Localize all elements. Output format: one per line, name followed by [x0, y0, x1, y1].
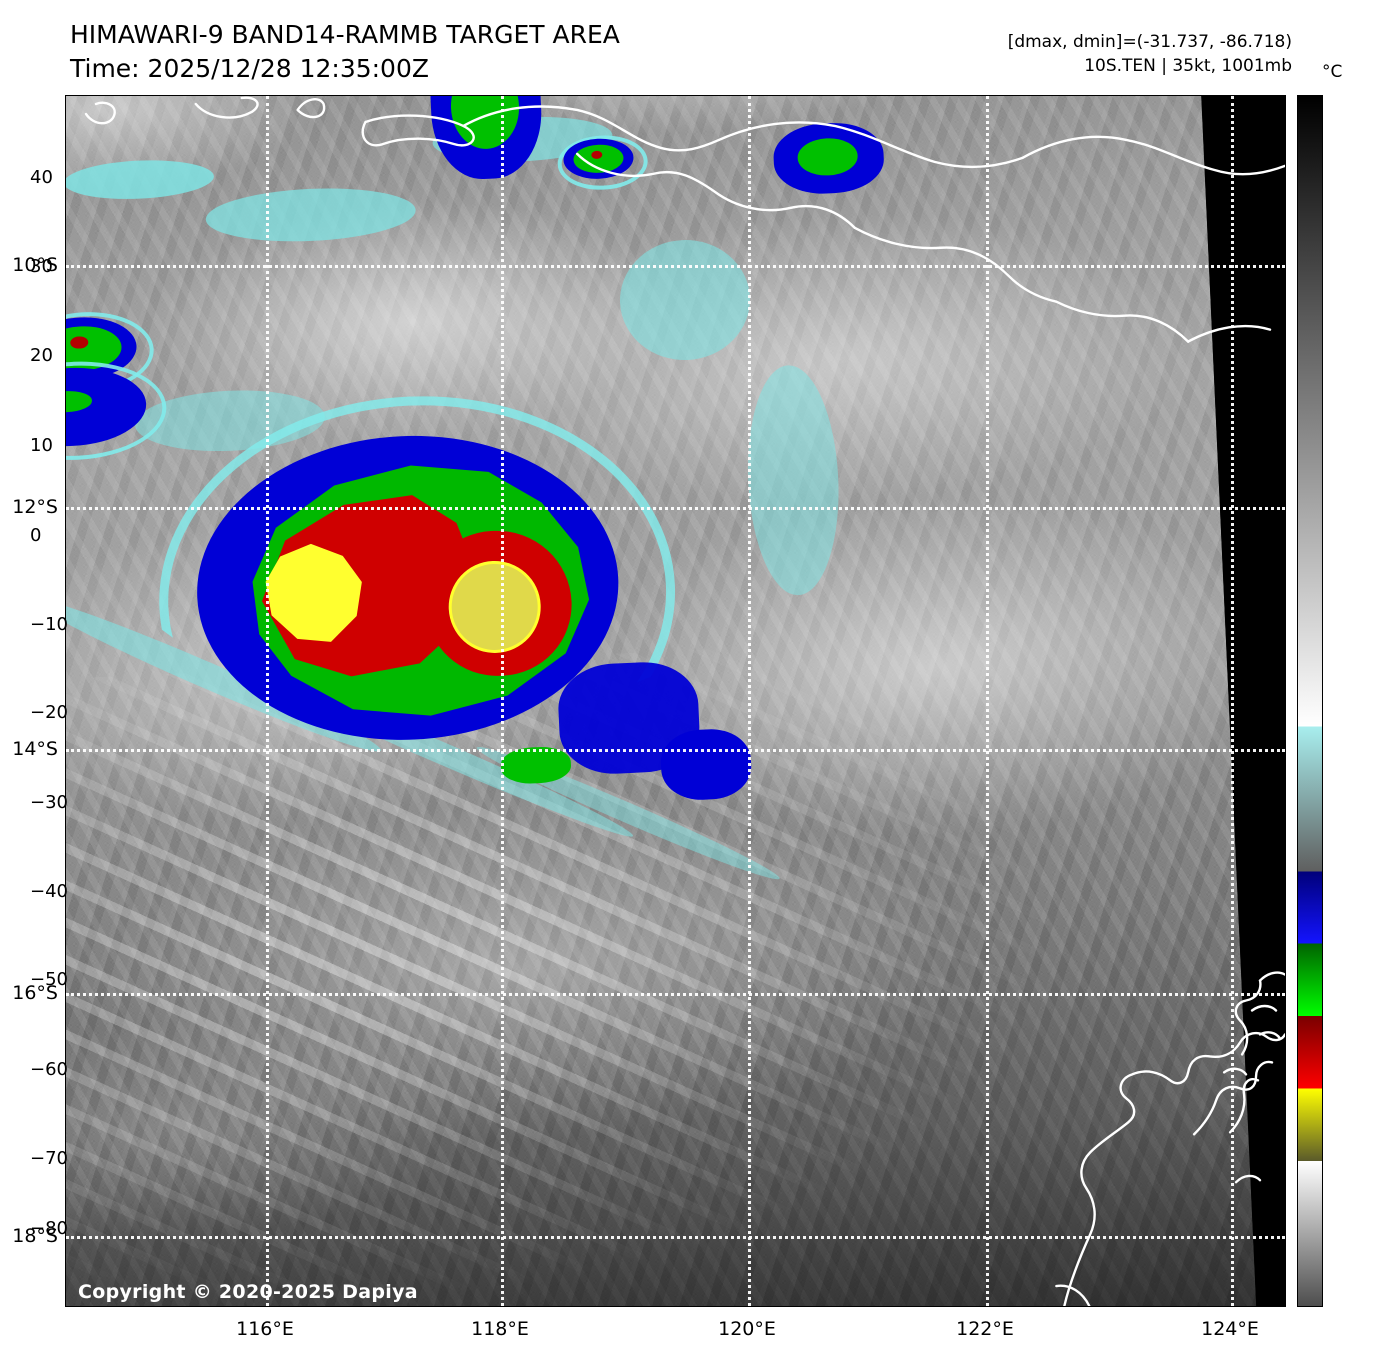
colorbar-tick-label: −30 — [30, 792, 68, 813]
lat-tick-label: 18°S — [12, 1225, 58, 1247]
convective-cell — [66, 357, 169, 465]
dmax-dmin-label: [dmax, dmin]=(-31.737, -86.718) — [1007, 32, 1292, 52]
convective-cell — [772, 120, 886, 196]
colorbar-tick-label: −60 — [30, 1059, 68, 1080]
convective-cell — [556, 133, 649, 192]
coast-island-offshore-2 — [1258, 1031, 1282, 1040]
colorbar-tick-label: −50 — [30, 969, 68, 990]
observation-time: Time: 2025/12/28 12:35:00Z — [70, 54, 429, 83]
storm-info-label: 10S.TEN | 35kt, 1001mb — [1084, 56, 1292, 76]
colorbar-tick-label: −20 — [30, 702, 68, 723]
lat-tick-label: 10°S — [12, 254, 58, 276]
satellite-plot-area — [65, 95, 1286, 1307]
temperature-colorbar — [1297, 95, 1323, 1307]
lon-tick-label: 124°E — [1201, 1318, 1259, 1340]
colorbar-tick-label: −80 — [30, 1218, 68, 1239]
coast-australia-ne — [1258, 971, 1285, 982]
colorbar-tick-label: 20 — [30, 345, 53, 366]
lon-tick-label: 122°E — [956, 1318, 1014, 1340]
colorbar-tick-label: −70 — [30, 1148, 68, 1169]
colorbar-gradient — [1298, 96, 1322, 1306]
lat-tick-label: 14°S — [12, 738, 58, 760]
colorbar-tick-label: −40 — [30, 881, 68, 902]
convective-cell — [427, 96, 545, 182]
lon-tick-label: 118°E — [471, 1318, 529, 1340]
convective-cell — [659, 727, 753, 802]
colorbar-tick-label: 30 — [30, 256, 53, 277]
coast-island-offshore-1 — [1250, 1004, 1278, 1012]
satellite-data-swath — [66, 96, 1258, 1306]
lon-tick-label: 116°E — [236, 1318, 294, 1340]
lat-tick-label: 12°S — [12, 496, 58, 518]
convective-cell — [500, 745, 572, 785]
page-title: HIMAWARI-9 BAND14-RAMMB TARGET AREA — [70, 20, 620, 49]
lat-tick-label: 16°S — [12, 982, 58, 1004]
colorbar-tick-label: 0 — [30, 525, 42, 546]
lon-tick-label: 120°E — [718, 1318, 776, 1340]
colorbar-tick-label: 40 — [30, 167, 53, 188]
colorbar-unit-label: °C — [1322, 62, 1343, 82]
colorbar-tick-label: 10 — [30, 435, 53, 456]
figure-title-block: HIMAWARI-9 BAND14-RAMMB TARGET AREA Time… — [70, 18, 620, 86]
colorbar-tick-label: −10 — [30, 614, 68, 635]
figure-metadata-block: [dmax, dmin]=(-31.737, -86.718) 10S.TEN … — [1008, 30, 1292, 78]
copyright-notice: Copyright © 2020-2025 Dapiya — [78, 1281, 418, 1303]
